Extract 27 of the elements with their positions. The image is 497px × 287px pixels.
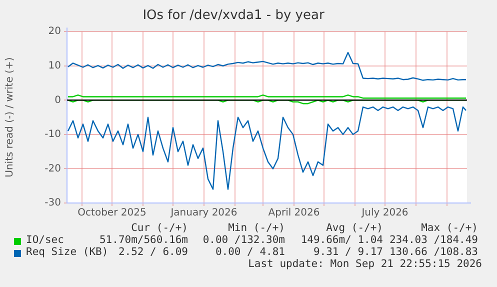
y-tick-label: 20: [48, 26, 61, 38]
chart-title: IOs for /dev/xvda1 - by year: [142, 8, 325, 24]
x-tick-label: April 2026: [268, 208, 320, 219]
text: 0.00 / 4.81: [215, 246, 285, 258]
text: 9.31 / 9.17: [313, 246, 383, 258]
y-tick-label: -20: [44, 163, 61, 174]
text: 0.00 /132.30m: [202, 234, 285, 246]
text: Last update: Mon Sep 21 22:55:15 2026: [248, 258, 482, 270]
text: 2.52 / 6.09: [118, 246, 188, 258]
y-tick-label: 10: [48, 60, 61, 72]
text: Avg (-/+): [326, 222, 383, 234]
legend-label: IO/sec: [26, 234, 64, 246]
text: 51.70m/560.16m: [99, 234, 188, 246]
text: Cur (-/+): [131, 222, 188, 234]
text: Min (-/+): [228, 222, 285, 234]
y-tick-label: -10: [44, 129, 61, 140]
y-tick-label: -30: [44, 198, 61, 209]
x-tick-label: October 2025: [78, 208, 146, 219]
text: 234.03 /184.49: [389, 234, 478, 246]
x-tick-label: July 2026: [360, 208, 408, 219]
x-tick-label: January 2026: [170, 208, 238, 219]
y-axis-title: Units read (-) / write (+): [4, 57, 16, 178]
text: 130.66 /108.83: [389, 246, 478, 258]
legend-label: Req Size (KB): [26, 246, 108, 258]
text: Max (-/+): [421, 222, 478, 234]
text: 149.66m/ 1.04: [300, 234, 383, 246]
y-tick-label: 0: [54, 94, 61, 106]
